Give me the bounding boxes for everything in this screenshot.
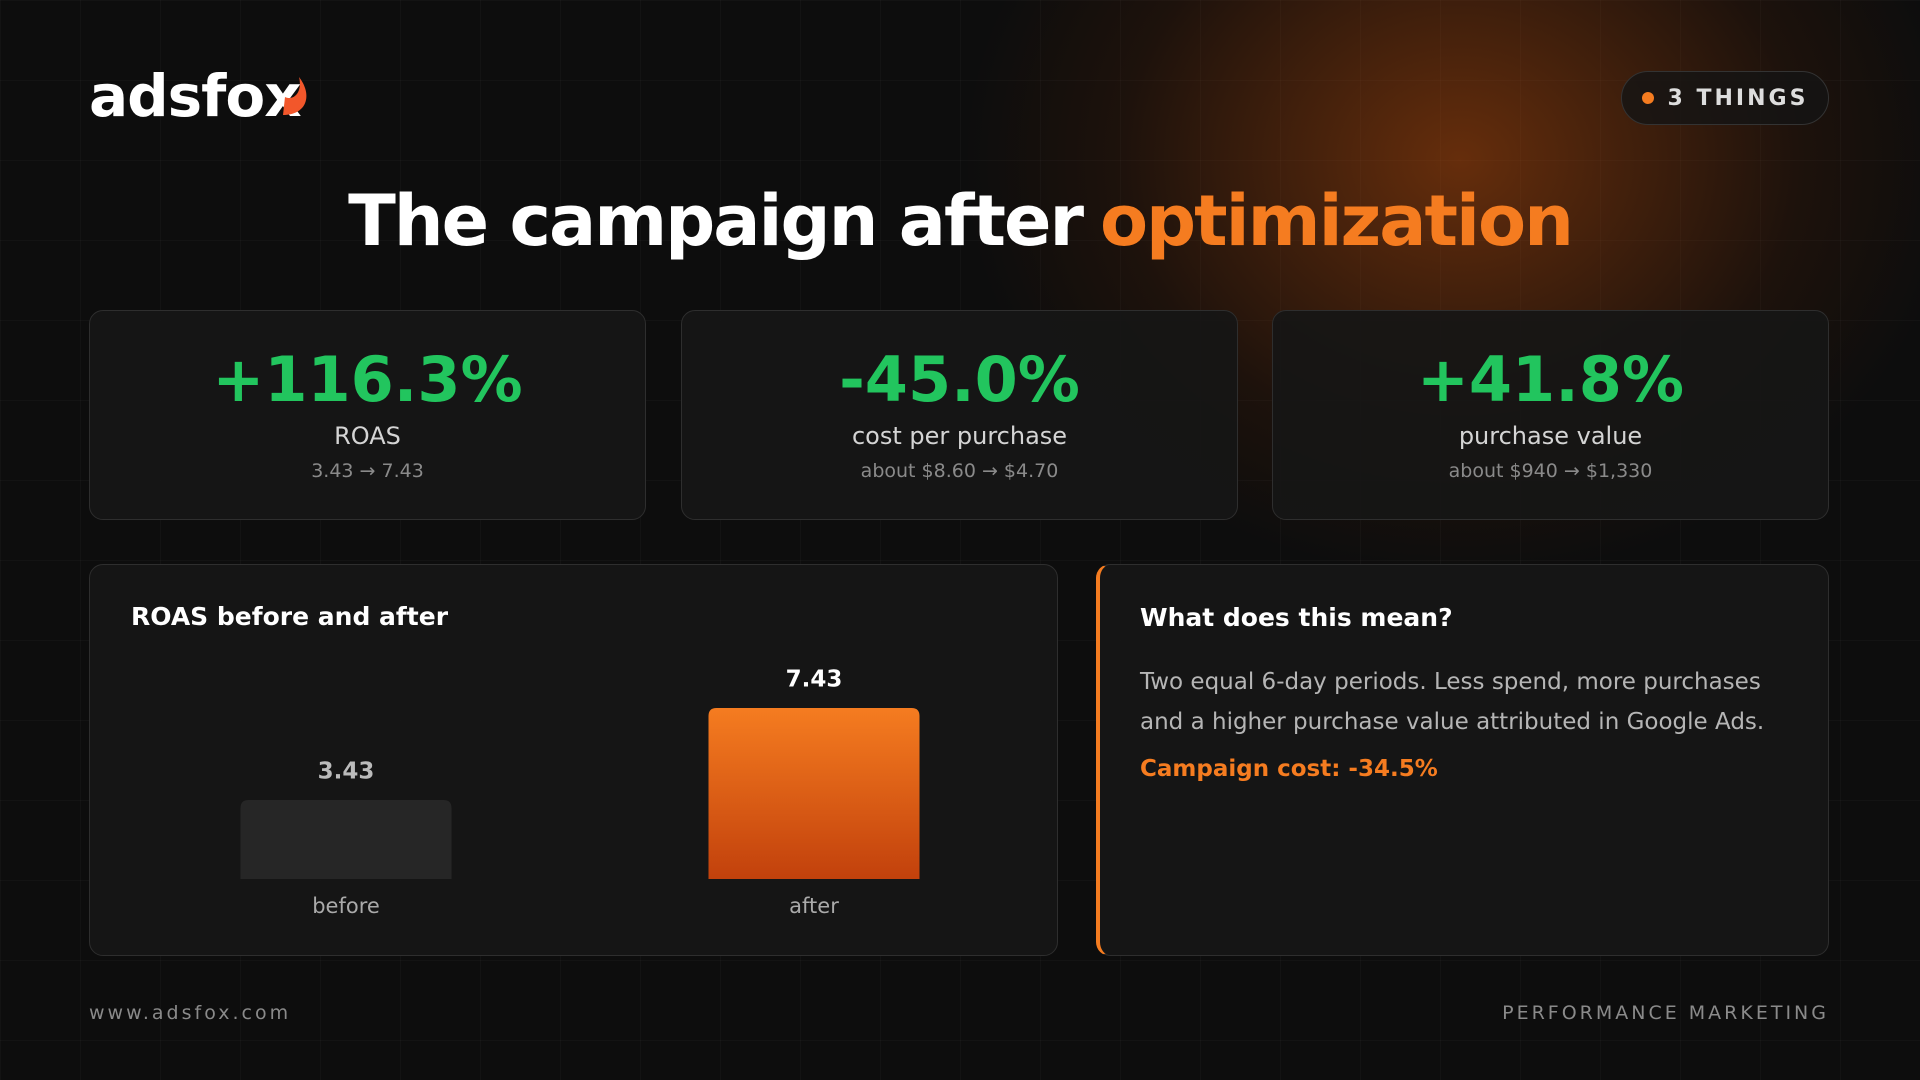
kpi-card: +41.8% purchase value about $940 → $1,33… xyxy=(1272,310,1829,520)
chart-title: ROAS before and after xyxy=(131,602,449,631)
kpi-value: -45.0% xyxy=(839,343,1080,416)
footer-right: PERFORMANCE MARKETING xyxy=(1502,1002,1829,1024)
title-text: The campaign after xyxy=(348,180,1084,262)
kpi-detail: about $8.60 → $4.70 xyxy=(860,460,1059,482)
kpi-detail: 3.43 → 7.43 xyxy=(311,460,424,482)
kpi-detail: about $940 → $1,330 xyxy=(1448,460,1653,482)
footer-left: www.adsfox.com xyxy=(89,1002,292,1024)
badge-text: 3 THINGS xyxy=(1667,85,1809,111)
badge: 3 THINGS xyxy=(1621,71,1829,125)
logo-icon xyxy=(282,77,307,115)
explainer-highlight: Campaign cost: -34.5% xyxy=(1140,756,1438,782)
bar xyxy=(240,800,452,879)
kpi-label: cost per purchase xyxy=(851,422,1068,450)
title-highlight: optimization xyxy=(1099,180,1574,262)
kpi-label: purchase value xyxy=(1458,422,1643,450)
chart: ROAS before and after 3.43 before 7.43 afte… xyxy=(89,564,1058,956)
category-label: after xyxy=(789,894,839,918)
category-label: before xyxy=(312,894,380,918)
title: The campaign after optimization xyxy=(0,180,1920,262)
kpi-value: +116.3% xyxy=(212,343,523,416)
value-label: 7.43 xyxy=(786,667,843,693)
kpi-value: +41.8% xyxy=(1416,343,1685,416)
logo: adsfox xyxy=(89,62,313,130)
kpi-label: ROAS xyxy=(334,422,401,450)
explainer-heading: What does this mean? xyxy=(1140,603,1453,632)
logo-text: adsfox xyxy=(89,62,302,130)
bar xyxy=(708,708,920,879)
value-label: 3.43 xyxy=(318,759,375,785)
kpi-card: -45.0% cost per purchase about $8.60 → $… xyxy=(681,310,1238,520)
kpi-card: +116.3% ROAS 3.43 → 7.43 xyxy=(89,310,646,520)
explainer: What does this mean? Two equal 6-day per… xyxy=(1096,564,1829,956)
explainer-body: Two equal 6-day periods. Less spend, mor… xyxy=(1140,669,1765,735)
